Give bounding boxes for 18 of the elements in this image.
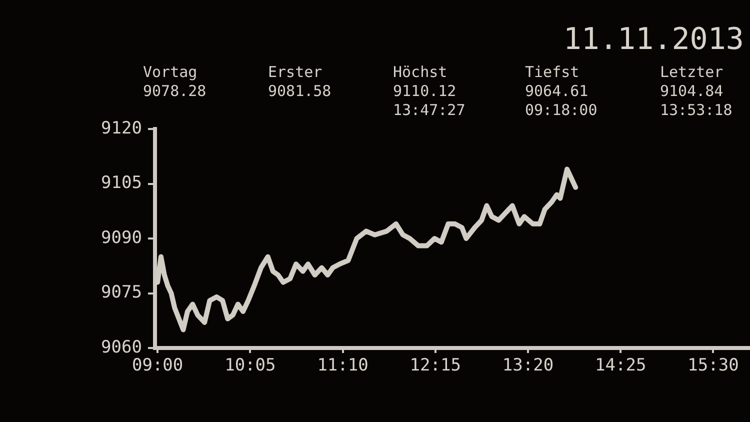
x-tick-label: 10:05 (224, 356, 276, 376)
x-tick-label: 15:30 (688, 356, 739, 376)
text: Höchst 9110.12 13:47:27 (393, 62, 466, 119)
y-tick-label: 9060 (101, 337, 142, 358)
chart-title: 11.11.2013 (563, 22, 744, 57)
y-tick-label: 9105 (101, 173, 142, 194)
x-tick-label: 09:00 (132, 356, 184, 376)
y-tick-label: 9075 (101, 282, 142, 303)
x-tick-label: 12:15 (410, 356, 461, 376)
text: Tiefst 9064.61 09:18:00 (525, 62, 598, 119)
text: Letzter 9104.84 13:53:18 (660, 62, 732, 119)
x-tick-label: 14:25 (595, 356, 646, 376)
y-tick-label: 9120 (101, 118, 142, 138)
x-tick-label: 13:20 (502, 356, 554, 376)
y-tick-label: 9090 (101, 228, 142, 248)
x-tick-label: 11:10 (317, 356, 368, 376)
text: Erster 9081.58 (268, 62, 332, 100)
text: Vortag 9078.28 (143, 62, 206, 100)
